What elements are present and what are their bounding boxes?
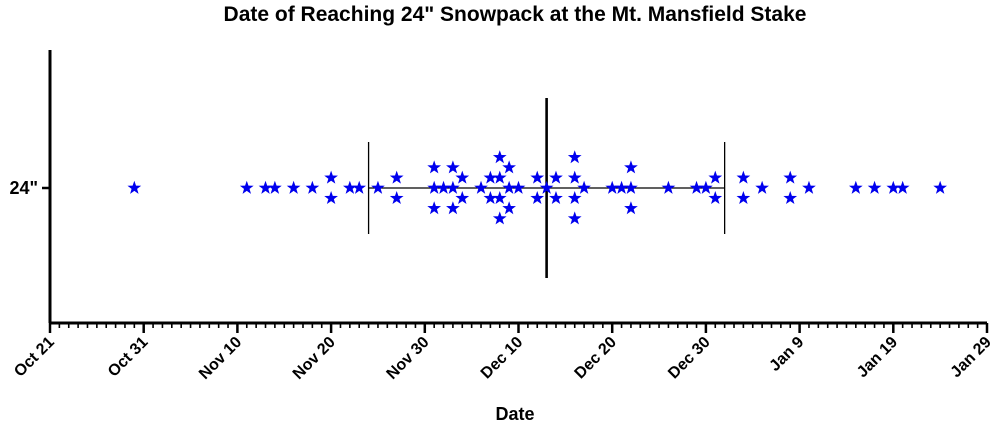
data-point-star	[567, 150, 582, 164]
data-point-star	[624, 201, 638, 215]
data-point-star	[492, 211, 507, 225]
data-point-star	[783, 170, 798, 184]
data-point-star	[530, 170, 545, 184]
x-tick-label: Jan 9	[766, 334, 807, 375]
data-point-star	[933, 180, 947, 194]
x-major-ticks	[48, 323, 989, 333]
data-point-star	[474, 180, 488, 194]
data-point-star	[436, 180, 451, 194]
data-point-star	[258, 180, 273, 194]
data-point-star	[305, 180, 320, 194]
data-point-star	[492, 170, 507, 184]
data-point-star	[427, 180, 442, 194]
data-point-star	[239, 180, 254, 194]
data-point-star	[427, 201, 442, 215]
data-point-star	[577, 180, 591, 194]
x-tick-label: Oct 31	[105, 334, 152, 381]
x-tick-label: Dec 10	[478, 334, 527, 383]
data-point-star	[502, 201, 516, 215]
x-tick-label: Jan 29	[948, 334, 995, 381]
data-point-star	[689, 180, 704, 194]
data-point-star	[324, 170, 338, 184]
x-tick-label: Jan 19	[854, 334, 901, 381]
data-point-star	[342, 180, 357, 194]
x-tick-label: Nov 10	[196, 334, 245, 383]
data-point-star	[483, 170, 498, 184]
data-point-star	[511, 180, 526, 194]
data-point-star	[389, 191, 404, 205]
data-point-star	[483, 191, 498, 205]
data-point-star	[802, 180, 816, 194]
axes: 24"	[9, 50, 987, 325]
data-point-star	[371, 180, 385, 194]
data-point-star	[783, 191, 798, 205]
data-point-star	[614, 180, 629, 194]
data-point-star	[455, 170, 470, 184]
data-point-star	[446, 180, 460, 194]
data-point-star	[567, 170, 582, 184]
data-point-star	[502, 180, 516, 194]
data-point-star	[736, 170, 751, 184]
data-point-star	[446, 160, 460, 174]
data-point-star	[736, 191, 751, 205]
data-point-star	[446, 201, 460, 215]
x-tick-label: Oct 21	[11, 334, 58, 381]
data-point-star	[549, 191, 563, 205]
data-point-star	[427, 160, 442, 174]
data-point-star	[549, 170, 563, 184]
data-point-star	[755, 180, 769, 194]
data-point-star	[286, 180, 301, 194]
data-point-star	[624, 180, 638, 194]
x-tick-labels: Oct 21 Oct 31 Nov 10 Nov 20 Nov 30 Dec 10 Dec …	[11, 334, 995, 383]
data-point-star	[502, 160, 516, 174]
data-point-star	[708, 170, 723, 184]
chart-title: Date of Reaching 24" Snowpack at the Mt.…	[224, 3, 807, 26]
data-point-star	[539, 180, 554, 194]
data-point-star	[492, 191, 507, 205]
data-point-star	[567, 191, 582, 205]
data-point-star	[848, 180, 863, 194]
x-tick-label: Nov 30	[384, 334, 433, 383]
data-point-star	[708, 191, 723, 205]
y-category-label: 24"	[9, 178, 38, 198]
data-point-star	[699, 180, 713, 194]
x-tick-label: Dec 20	[572, 334, 621, 383]
data-point-star	[324, 191, 338, 205]
data-point-star	[605, 180, 620, 194]
data-point-star	[661, 180, 676, 194]
data-point-star	[389, 170, 404, 184]
x-tick-label: Dec 30	[665, 334, 714, 383]
data-point-star	[352, 180, 367, 194]
data-point-star	[268, 180, 282, 194]
data-point-star	[886, 180, 901, 194]
data-point-star	[530, 191, 545, 205]
data-point-star	[895, 180, 910, 194]
data-points	[127, 150, 947, 225]
data-point-star	[127, 180, 142, 194]
data-point-star	[867, 180, 882, 194]
data-point-star	[492, 150, 507, 164]
data-point-star	[567, 211, 582, 225]
x-tick-label: Nov 20	[290, 334, 339, 383]
x-axis-title: Date	[495, 404, 534, 424]
data-point-star	[455, 191, 470, 205]
data-point-star	[624, 160, 638, 174]
